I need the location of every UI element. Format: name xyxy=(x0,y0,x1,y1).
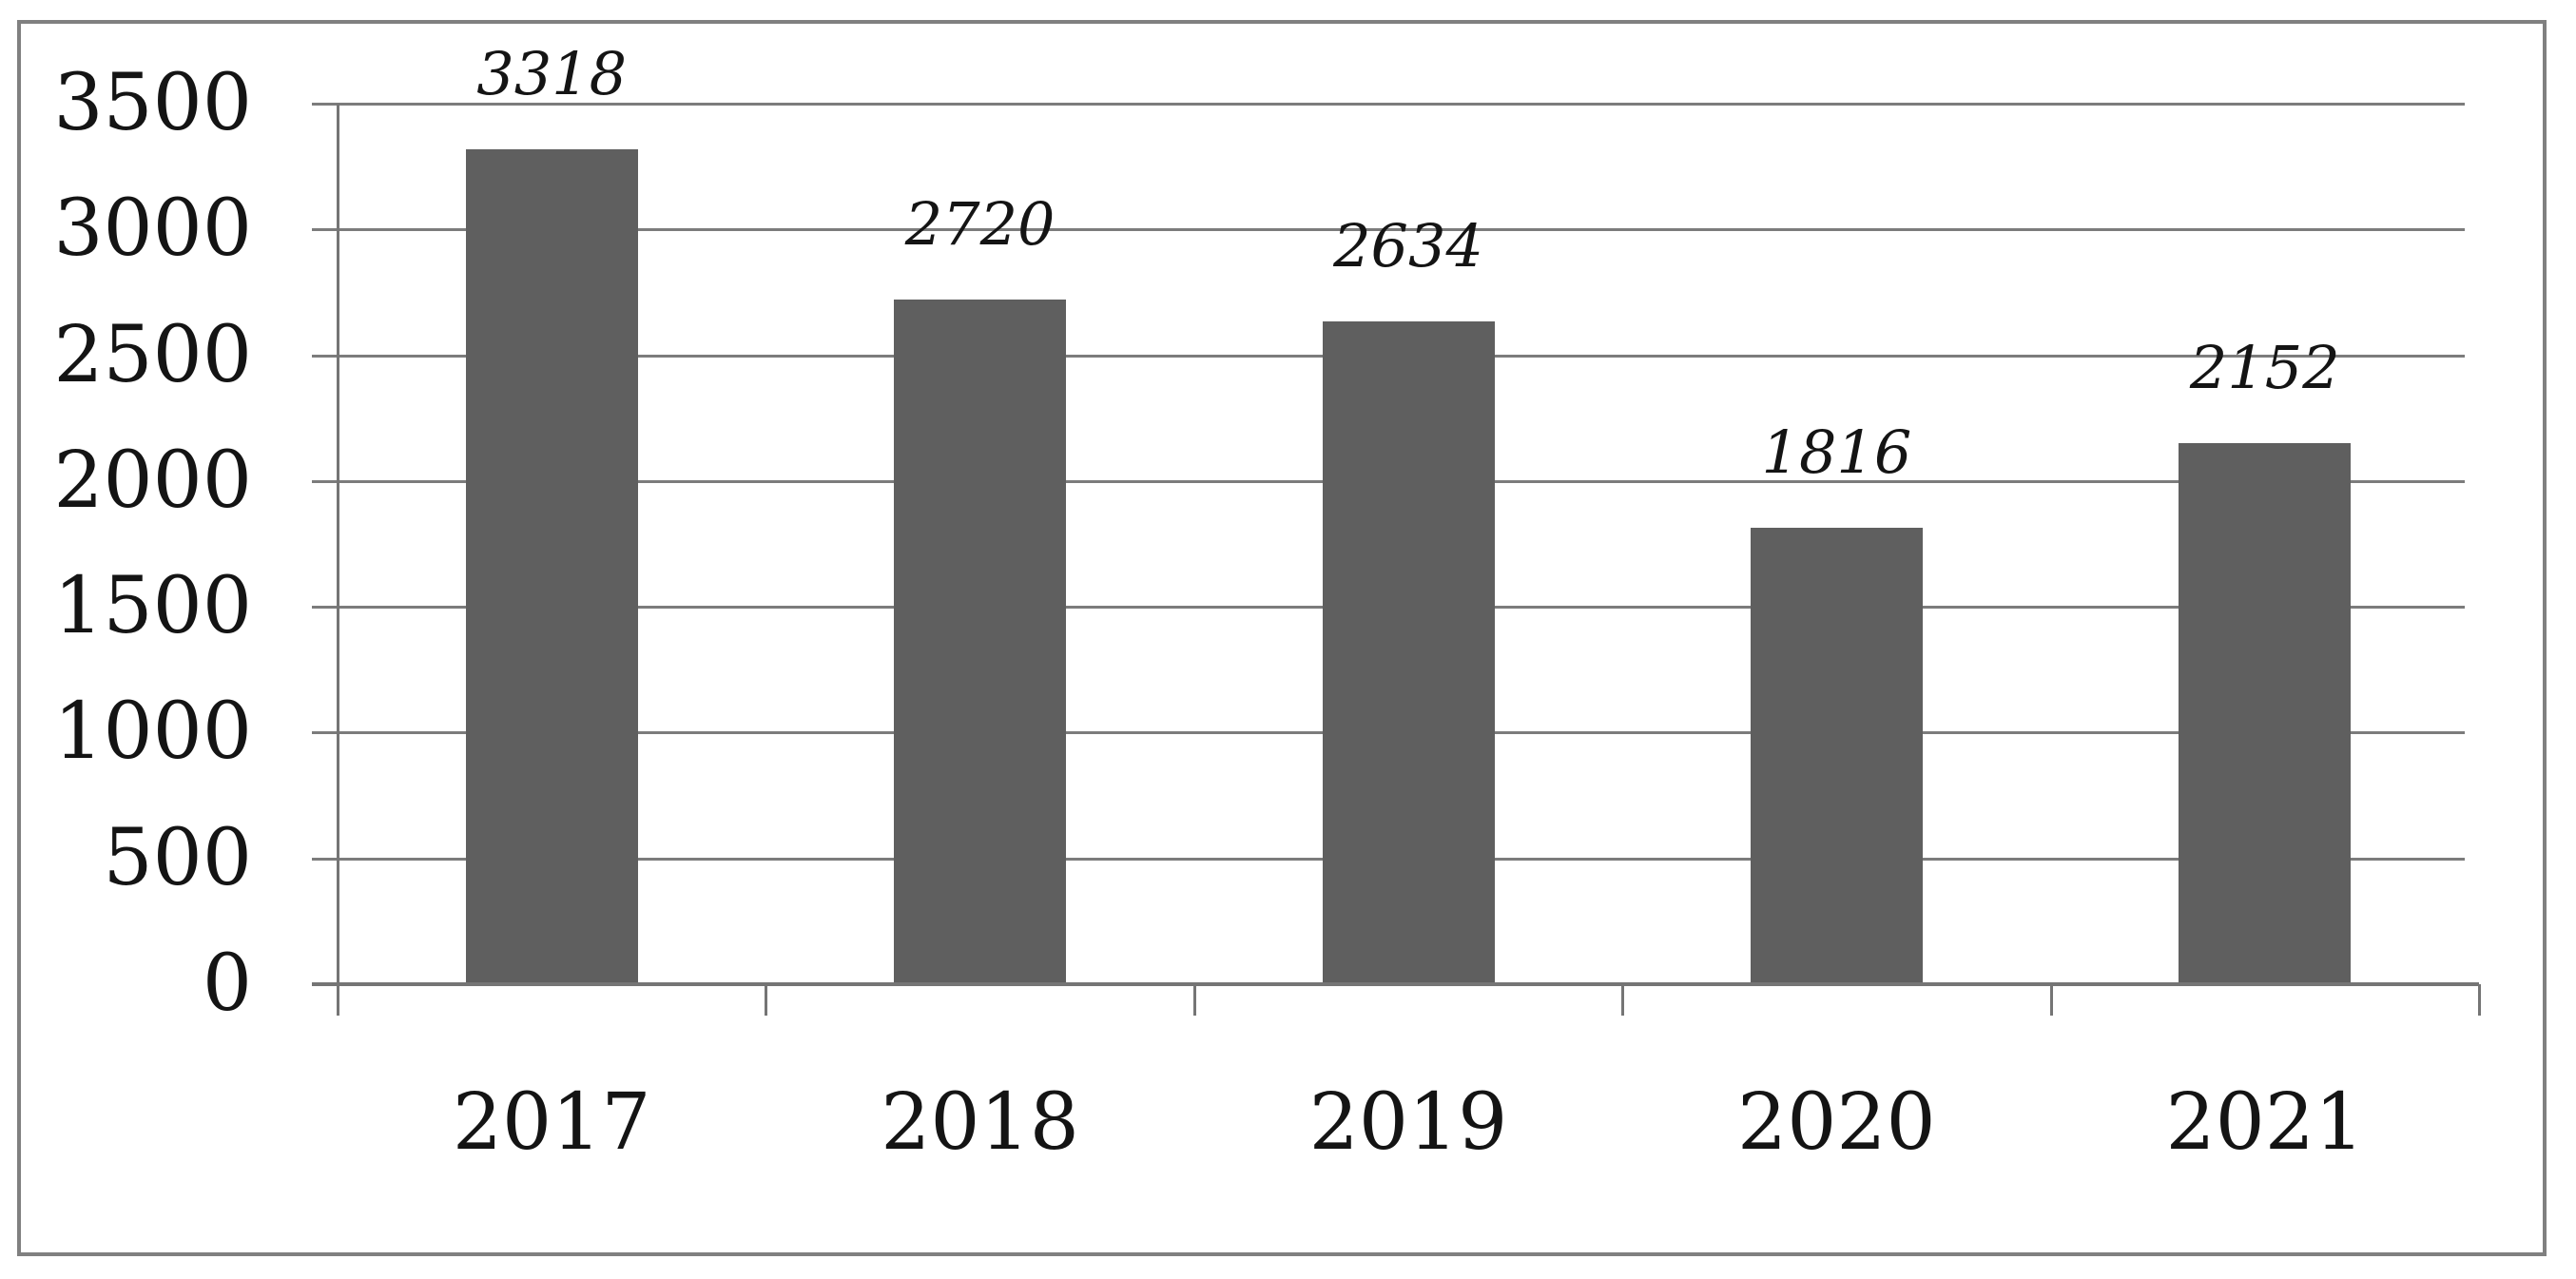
y-axis-label: 3000 xyxy=(53,184,252,275)
x-axis-tick xyxy=(337,984,339,1016)
bar-value-label: 2634 xyxy=(1333,211,1483,281)
y-axis-label: 1500 xyxy=(53,561,252,652)
x-axis-tick xyxy=(1621,984,1625,1016)
bar-value-label: 2152 xyxy=(2189,332,2340,402)
bar-value-label: 2720 xyxy=(904,189,1056,260)
x-axis-tick xyxy=(765,984,768,1016)
x-axis-tick xyxy=(2049,984,2053,1016)
x-axis-label: 2019 xyxy=(1308,1077,1508,1168)
bar-value-label: 1816 xyxy=(1761,417,1912,487)
y-axis-label: 2000 xyxy=(53,435,252,526)
y-axis-label: 3500 xyxy=(53,58,252,148)
gridline xyxy=(312,228,2465,232)
gridline xyxy=(312,103,2465,106)
chart-outer-border xyxy=(17,20,2547,1256)
bar xyxy=(2179,442,2352,984)
y-axis-label: 1000 xyxy=(53,687,252,778)
bar xyxy=(465,149,638,984)
bar xyxy=(894,300,1067,984)
y-axis-label: 2500 xyxy=(53,309,252,400)
x-axis-label: 2018 xyxy=(881,1077,1079,1168)
x-axis-label: 2021 xyxy=(2165,1077,2365,1168)
bar xyxy=(1322,321,1495,984)
y-axis-line xyxy=(337,104,339,984)
y-axis-label: 0 xyxy=(202,939,252,1029)
x-axis-baseline xyxy=(312,982,2479,986)
bar xyxy=(1750,527,1923,984)
x-axis-label: 2020 xyxy=(1737,1077,1936,1168)
y-axis-label: 500 xyxy=(103,812,252,903)
x-axis-label: 2017 xyxy=(452,1077,651,1168)
bar-value-label: 3318 xyxy=(476,39,628,109)
x-axis-tick xyxy=(2478,984,2481,1016)
x-axis-tick xyxy=(1192,984,1196,1016)
